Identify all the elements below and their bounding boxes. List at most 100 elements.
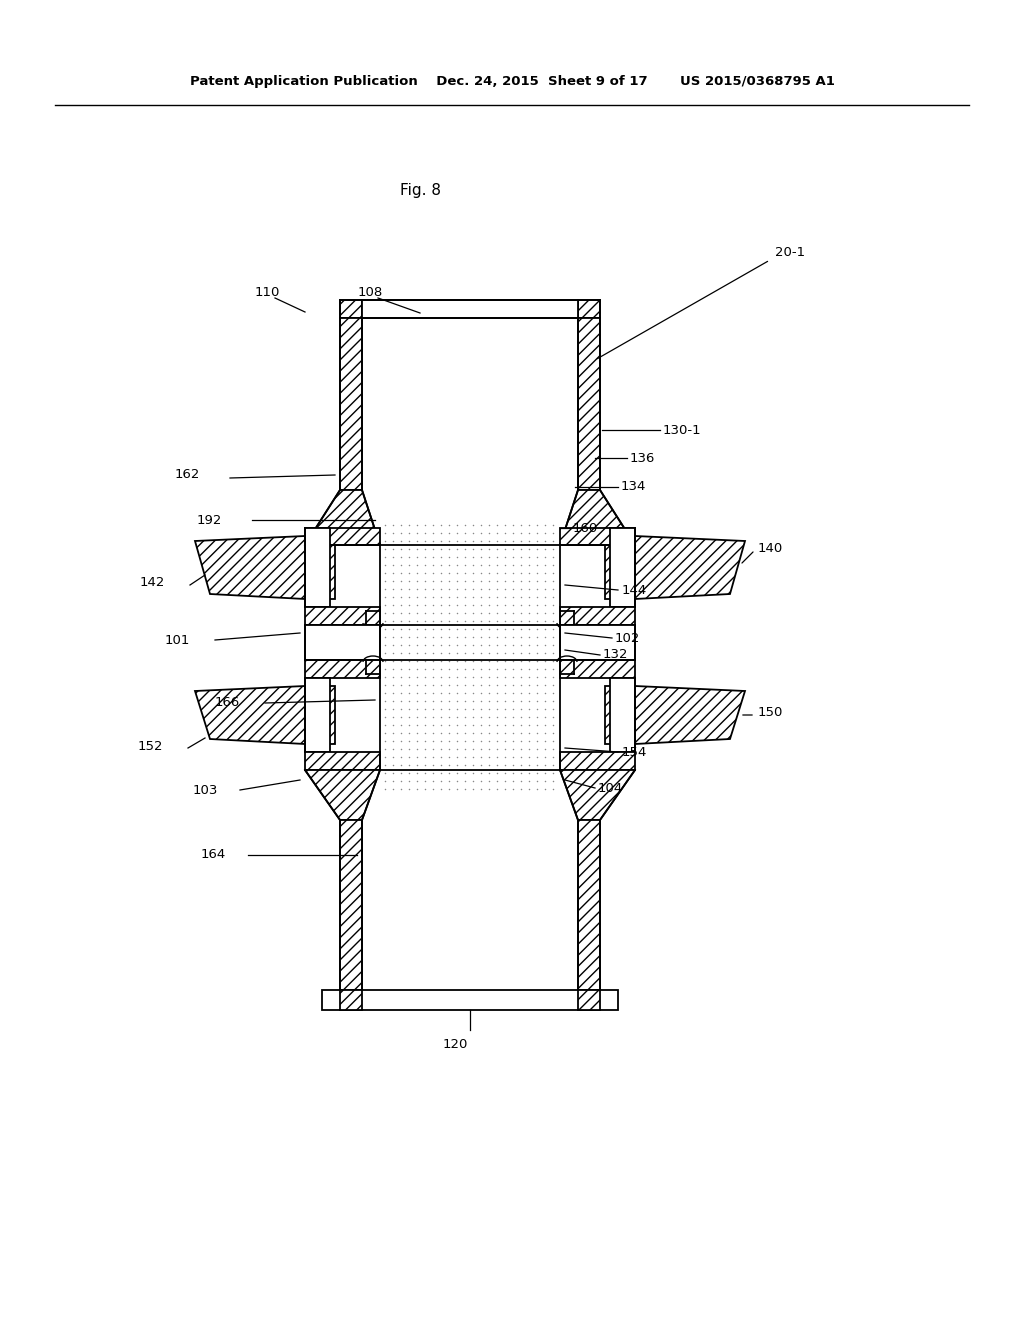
Point — [377, 594, 393, 615]
Point — [521, 738, 538, 759]
Point — [521, 682, 538, 704]
Point — [417, 586, 433, 607]
Point — [513, 730, 529, 751]
Point — [528, 627, 545, 648]
Point — [400, 722, 417, 743]
Point — [409, 755, 425, 776]
Point — [473, 619, 489, 640]
Point — [377, 690, 393, 711]
Point — [528, 619, 545, 640]
Point — [465, 755, 481, 776]
Point — [488, 531, 505, 552]
Point — [440, 779, 457, 800]
Point — [457, 746, 473, 767]
Point — [513, 562, 529, 583]
Point — [449, 554, 465, 576]
Point — [400, 627, 417, 648]
Point — [425, 746, 441, 767]
Point — [473, 539, 489, 560]
Point — [537, 610, 553, 631]
Point — [377, 643, 393, 664]
Point — [465, 523, 481, 544]
Point — [545, 714, 561, 735]
Point — [488, 554, 505, 576]
Point — [473, 771, 489, 792]
Point — [400, 714, 417, 735]
Point — [545, 602, 561, 623]
Point — [409, 738, 425, 759]
Point — [521, 570, 538, 591]
Point — [449, 602, 465, 623]
Point — [433, 651, 450, 672]
Point — [417, 755, 433, 776]
Point — [481, 763, 498, 784]
Point — [385, 659, 401, 680]
Point — [377, 635, 393, 656]
Point — [473, 554, 489, 576]
Point — [425, 675, 441, 696]
Point — [385, 690, 401, 711]
Point — [505, 515, 521, 536]
Point — [400, 779, 417, 800]
Point — [521, 659, 538, 680]
Point — [513, 594, 529, 615]
Point — [488, 586, 505, 607]
Point — [513, 738, 529, 759]
Text: 104: 104 — [598, 781, 624, 795]
Point — [440, 539, 457, 560]
Point — [385, 682, 401, 704]
Point — [497, 635, 513, 656]
Polygon shape — [578, 820, 600, 990]
Point — [521, 651, 538, 672]
Point — [433, 531, 450, 552]
Polygon shape — [560, 624, 635, 660]
Point — [545, 738, 561, 759]
Point — [440, 714, 457, 735]
Text: 136: 136 — [630, 451, 655, 465]
Point — [449, 675, 465, 696]
Point — [521, 586, 538, 607]
Point — [433, 594, 450, 615]
Point — [457, 627, 473, 648]
Point — [513, 659, 529, 680]
Point — [457, 610, 473, 631]
Point — [488, 523, 505, 544]
Point — [457, 570, 473, 591]
Point — [505, 738, 521, 759]
Point — [488, 667, 505, 688]
Point — [409, 562, 425, 583]
Point — [417, 667, 433, 688]
Point — [513, 682, 529, 704]
Point — [409, 779, 425, 800]
Point — [385, 539, 401, 560]
Point — [440, 610, 457, 631]
Point — [377, 675, 393, 696]
Point — [440, 515, 457, 536]
Point — [473, 610, 489, 631]
Point — [528, 675, 545, 696]
Point — [545, 546, 561, 568]
Point — [473, 763, 489, 784]
Point — [409, 722, 425, 743]
Point — [433, 619, 450, 640]
Polygon shape — [605, 686, 635, 744]
Point — [400, 570, 417, 591]
Point — [488, 779, 505, 800]
Point — [433, 738, 450, 759]
Point — [513, 746, 529, 767]
Point — [481, 682, 498, 704]
Point — [497, 746, 513, 767]
Point — [473, 682, 489, 704]
Point — [433, 643, 450, 664]
Point — [497, 779, 513, 800]
Point — [545, 771, 561, 792]
Point — [528, 515, 545, 536]
Point — [481, 667, 498, 688]
Point — [393, 675, 410, 696]
Point — [409, 730, 425, 751]
Point — [425, 771, 441, 792]
Point — [505, 698, 521, 719]
Text: 108: 108 — [358, 285, 383, 298]
Text: 150: 150 — [758, 705, 783, 718]
Point — [409, 706, 425, 727]
